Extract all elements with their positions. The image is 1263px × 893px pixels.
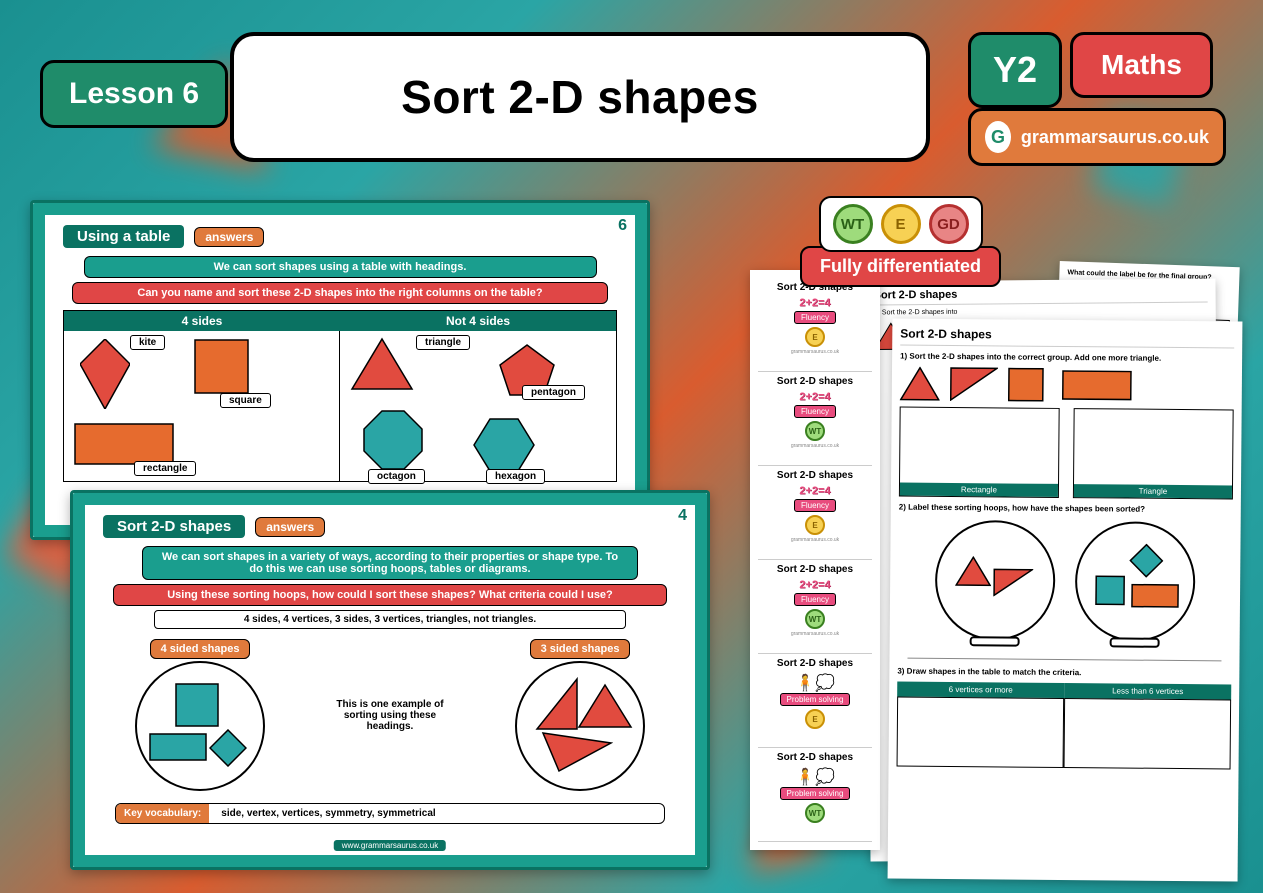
- worksheet-strip: Sort 2-D shapes2+2=4FluencyEgrammarsauru…: [750, 270, 880, 850]
- slide2-ask: Using these sorting hoops, how could I s…: [113, 584, 668, 606]
- title-card: Sort 2-D shapes: [230, 32, 930, 162]
- ws-strip-cell: Sort 2-D shapes2+2=4FluencyEgrammarsauru…: [758, 466, 872, 560]
- square-label: square: [220, 393, 271, 408]
- ws-strip-cell: Sort 2-D shapes2+2=4FluencyEgrammarsauru…: [758, 278, 872, 372]
- q1-rect: [1062, 370, 1132, 401]
- octagon-shape: [362, 409, 424, 471]
- diff-level-gd: GD: [929, 204, 969, 244]
- vocab-row: Key vocabulary: side, vertex, vertices, …: [115, 803, 665, 824]
- diff-level-e: E: [881, 204, 921, 244]
- vocab-label: Key vocabulary:: [116, 804, 209, 823]
- right-hoop-label: 3 sided shapes: [530, 639, 631, 659]
- hoop1-sq1: [175, 683, 219, 727]
- ws-q1-shapes: [900, 367, 1234, 404]
- rectangle-label: rectangle: [134, 461, 196, 476]
- ws-strip-cell: Sort 2-D shapes2+2=4FluencyWTgrammarsaur…: [758, 372, 872, 466]
- lesson-badge: Lesson 6: [40, 60, 228, 128]
- right-hoop: [515, 661, 645, 791]
- q2h2-rect: [1131, 584, 1179, 608]
- brand-badge: G grammarsaurus.co.uk: [968, 108, 1226, 166]
- hoop1-rect: [149, 733, 207, 761]
- slide2-info: We can sort shapes in a variety of ways,…: [142, 546, 638, 580]
- year-badge: Y2: [968, 32, 1062, 108]
- hexagon-label: hexagon: [486, 469, 545, 484]
- square-shape: [194, 339, 249, 394]
- kite-shape: [80, 339, 130, 409]
- octagon-label: octagon: [368, 469, 425, 484]
- slide1-ask: Can you name and sort these 2-D shapes i…: [72, 282, 608, 304]
- q1-sq: [1008, 367, 1052, 401]
- triangle-label: triangle: [416, 335, 470, 350]
- triangle-shape: [350, 337, 414, 391]
- hoop2-tri1: [535, 677, 579, 731]
- q1-box2: Triangle: [1073, 408, 1234, 499]
- q1-box1: Rectangle: [899, 407, 1060, 498]
- q1-box1-label: Rectangle: [900, 483, 1058, 497]
- q2-hoop1: [935, 520, 1056, 641]
- q3-th1: 6 vertices or more: [897, 682, 1064, 698]
- slide2-pagenum: 4: [678, 507, 687, 525]
- brand-icon: G: [985, 121, 1011, 153]
- slide2-title: Sort 2-D shapes: [103, 515, 245, 538]
- wsm-head: Sort 2-D shapes: [874, 287, 1208, 306]
- col1-header: 4 sides: [64, 311, 340, 331]
- hoops-mid-text: This is one example of sorting using the…: [325, 699, 455, 732]
- ws-q2: 2) Label these sorting hoops, how have t…: [899, 503, 1233, 515]
- slide1-info: We can sort shapes using a table with he…: [84, 256, 597, 278]
- diff-level-wt: WT: [833, 204, 873, 244]
- slide1-title: Using a table: [63, 225, 184, 248]
- worksheet-stack: What could the label be for the final gr…: [750, 230, 1250, 870]
- slide-sort-2d: 4 Sort 2-D shapes answers We can sort sh…: [70, 490, 710, 870]
- q2h2-sq: [1095, 575, 1125, 605]
- q2h2-diam: [1129, 544, 1163, 578]
- differentiation-badge: WTEGD Fully differentiated: [800, 196, 1001, 287]
- slide2-criteria: 4 sides, 4 vertices, 3 sides, 3 vertices…: [154, 610, 626, 629]
- slide1-table: 4 sides kite square rectangle Not 4 side…: [63, 310, 617, 482]
- hexagon-shape: [472, 417, 536, 473]
- ws-q3: 3) Draw shapes in the table to match the…: [897, 667, 1231, 679]
- ws-q1: 1) Sort the 2-D shapes into the correct …: [900, 352, 1234, 364]
- left-hoop-label: 4 sided shapes: [150, 639, 251, 659]
- ws-strip-cell: Sort 2-D shapes🧍💭Problem solvingWT: [758, 748, 872, 842]
- q3-table: 6 vertices or more Less than 6 vertices: [897, 682, 1232, 770]
- page-title: Sort 2-D shapes: [401, 70, 759, 124]
- slide1-pagenum: 6: [618, 217, 627, 235]
- hoop2-tri2: [577, 683, 633, 729]
- differentiation-label: Fully differentiated: [800, 246, 1001, 287]
- q3-th2: Less than 6 vertices: [1064, 683, 1231, 699]
- slide1-answers-chip: answers: [194, 227, 264, 247]
- col2-header: Not 4 sides: [340, 311, 616, 331]
- slide-using-table: 6 Using a table answers We can sort shap…: [30, 200, 650, 540]
- rectangle-shape: [74, 423, 174, 465]
- q2-hoop2: [1075, 521, 1196, 642]
- subject-badge: Maths: [1070, 32, 1213, 98]
- hoop1-diamond: [209, 729, 247, 767]
- brand-text: grammarsaurus.co.uk: [1021, 127, 1209, 148]
- hoops-row: 4 sided shapes This is one example of so…: [95, 633, 685, 797]
- slide2-answers-chip: answers: [255, 517, 325, 537]
- ws-strip-cell: Sort 2-D shapes2+2=4FluencyWTgrammarsaur…: [758, 560, 872, 654]
- q1-box2-label: Triangle: [1074, 484, 1232, 498]
- hoop2-tri3: [541, 731, 613, 773]
- vocab-list: side, vertex, vertices, symmetry, symmet…: [217, 804, 439, 823]
- ws-strip-cell: Sort 2-D shapes🧍💭Problem solvingE: [758, 654, 872, 748]
- q2h1-tri1: [955, 556, 991, 586]
- q2h1-tri2: [993, 568, 1033, 596]
- ws-main-head: Sort 2-D shapes: [900, 327, 1234, 349]
- pentagon-label: pentagon: [522, 385, 585, 400]
- q1-tri1: [900, 367, 940, 401]
- kite-label: kite: [130, 335, 165, 350]
- slide2-footer: www.grammarsaurus.co.uk: [334, 840, 446, 851]
- left-hoop: [135, 661, 265, 791]
- worksheet-main: Sort 2-D shapes 1) Sort the 2-D shapes i…: [888, 318, 1243, 881]
- q1-tri2: [950, 367, 998, 401]
